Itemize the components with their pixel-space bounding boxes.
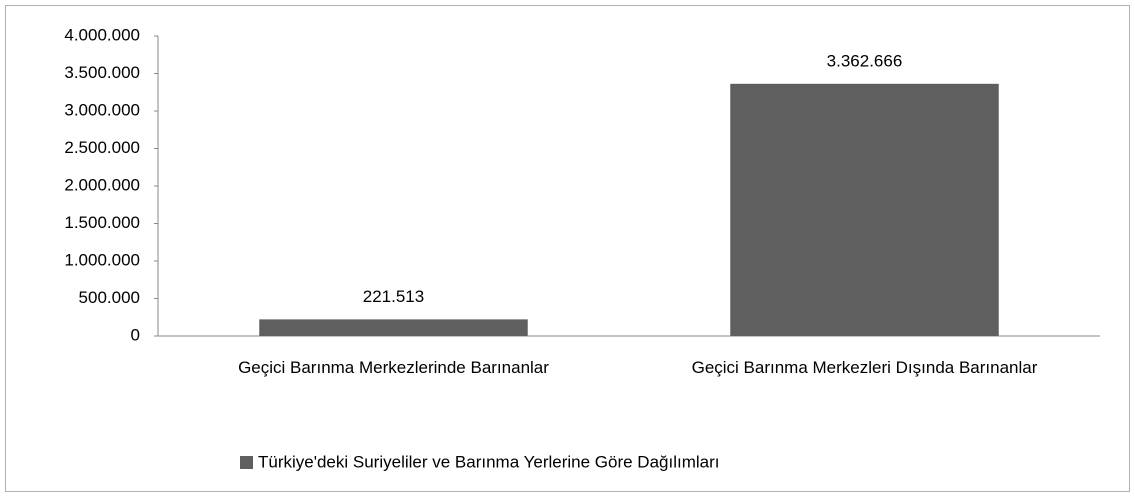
x-tick-label: Geçici Barınma Merkezlerinde Barınanlar [238, 358, 549, 377]
y-tick-label: 0 [131, 325, 140, 344]
y-tick-label: 500.000 [79, 288, 140, 307]
data-label: 221.513 [363, 287, 424, 306]
y-tick-label: 3.000.000 [64, 100, 140, 119]
y-tick-label: 2.500.000 [64, 138, 140, 157]
legend-label: Türkiye'deki Suriyeliler ve Barınma Yerl… [258, 452, 719, 471]
y-tick-label: 4.000.000 [64, 25, 140, 44]
bar [730, 83, 999, 336]
y-tick-label: 2.000.000 [64, 175, 140, 194]
x-tick-label: Geçici Barınma Merkezleri Dışında Barına… [691, 358, 1038, 377]
y-tick-label: 1.500.000 [64, 213, 140, 232]
y-tick-label: 1.000.000 [64, 250, 140, 269]
bar [259, 319, 528, 336]
legend-swatch [240, 456, 253, 469]
data-label: 3.362.666 [827, 51, 903, 70]
y-tick-label: 3.500.000 [64, 63, 140, 82]
